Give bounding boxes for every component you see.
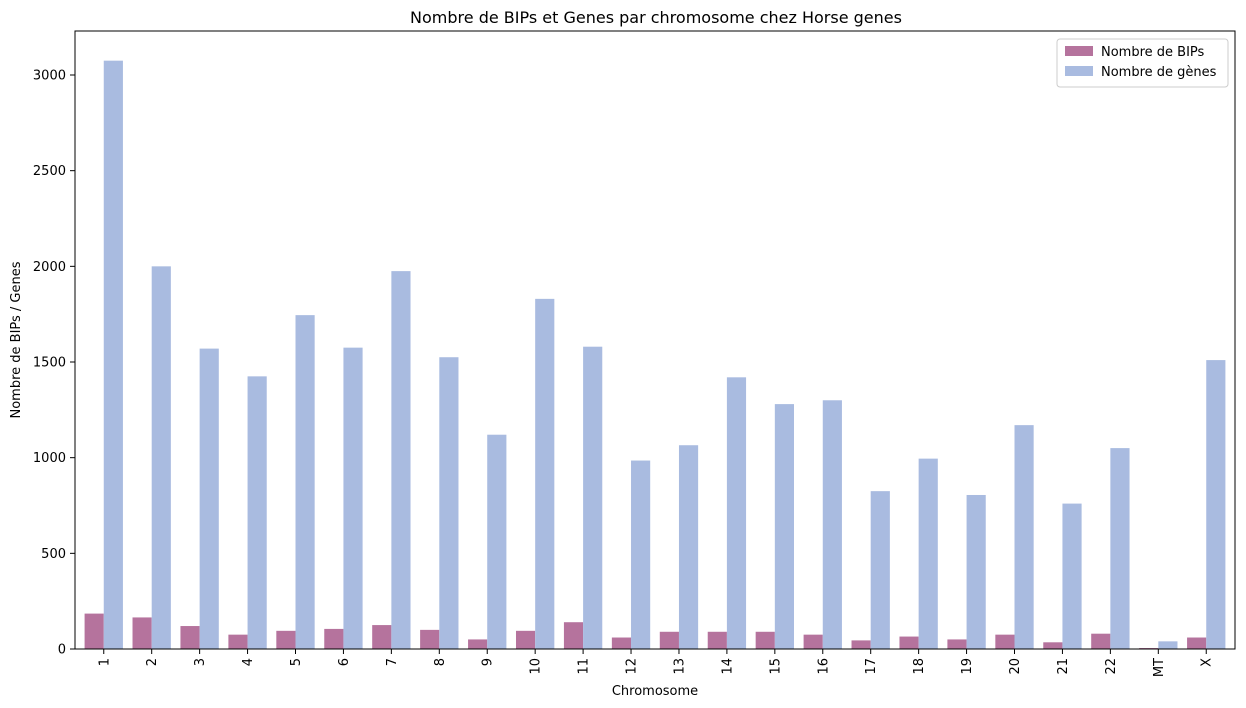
bar-genes-X bbox=[1206, 360, 1226, 649]
bar-genes-8 bbox=[439, 357, 459, 649]
plot-frame bbox=[74, 30, 1236, 650]
bar-bips-11 bbox=[563, 622, 584, 649]
bar-bips-16 bbox=[803, 634, 823, 649]
bar-genes-19 bbox=[966, 494, 986, 649]
x-tick-label: 11 bbox=[577, 658, 592, 675]
x-tick-label: 14 bbox=[720, 658, 735, 675]
legend-swatch bbox=[1065, 66, 1093, 76]
x-tick-label: 8 bbox=[433, 658, 448, 666]
y-tick-label: 500 bbox=[41, 547, 66, 562]
legend-label: Nombre de BIPs bbox=[1101, 45, 1205, 60]
bar-bips-8 bbox=[420, 629, 440, 649]
bar-bips-21 bbox=[1043, 642, 1063, 649]
x-tick-label: MT bbox=[1152, 658, 1167, 677]
x-tick-label: 6 bbox=[337, 658, 352, 666]
bar-bips-4 bbox=[228, 634, 248, 649]
y-axis-label: Nombre de BIPs / Genes bbox=[9, 261, 24, 418]
bar-genes-17 bbox=[870, 491, 890, 649]
bar-bips-6 bbox=[324, 628, 344, 649]
bar-bips-9 bbox=[468, 639, 488, 649]
bar-bips-20 bbox=[995, 634, 1015, 649]
bar-genes-10 bbox=[535, 298, 555, 649]
bar-genes-13 bbox=[678, 445, 699, 649]
x-tick-label: 15 bbox=[768, 658, 783, 675]
bar-genes-2 bbox=[151, 266, 171, 649]
bar-bips-X bbox=[1187, 637, 1207, 649]
bar-genes-18 bbox=[918, 458, 938, 649]
bar-bips-3 bbox=[180, 626, 200, 649]
x-tick-label: 20 bbox=[1008, 658, 1023, 675]
x-tick-label: 5 bbox=[289, 658, 304, 666]
bar-genes-MT bbox=[1158, 641, 1178, 649]
bar-bips-2 bbox=[132, 617, 152, 649]
x-tick-label: 21 bbox=[1056, 658, 1071, 675]
x-tick-label: 19 bbox=[960, 658, 975, 675]
y-tick-label: 1000 bbox=[33, 451, 66, 466]
bar-genes-3 bbox=[199, 348, 219, 649]
x-tick-label: 13 bbox=[672, 658, 687, 675]
y-tick-label: 0 bbox=[58, 643, 66, 658]
bar-bips-17 bbox=[851, 640, 871, 649]
bar-bips-14 bbox=[707, 631, 727, 649]
x-tick-label: 7 bbox=[385, 658, 400, 666]
bar-bips-15 bbox=[755, 631, 775, 649]
bar-genes-9 bbox=[487, 434, 507, 649]
bar-genes-11 bbox=[583, 346, 603, 649]
x-tick-label: 9 bbox=[481, 658, 496, 666]
legend: Nombre de BIPs Nombre de gènes bbox=[1056, 38, 1229, 88]
x-tick-label: 3 bbox=[193, 658, 208, 666]
y-tick-label: 3000 bbox=[33, 69, 66, 84]
x-tick-label: 18 bbox=[912, 658, 927, 675]
legend-swatch bbox=[1065, 46, 1093, 56]
bar-bips-10 bbox=[515, 630, 536, 649]
bar-bips-18 bbox=[899, 636, 919, 649]
legend-label: Nombre de gènes bbox=[1101, 65, 1217, 80]
bar-genes-7 bbox=[391, 271, 411, 649]
bar-genes-5 bbox=[295, 315, 315, 649]
x-axis-label: Chromosome bbox=[612, 684, 698, 699]
legend-box bbox=[1056, 38, 1229, 88]
x-tick-label: 2 bbox=[145, 658, 160, 666]
bar-bips-12 bbox=[611, 637, 632, 649]
bar-genes-12 bbox=[631, 460, 651, 649]
bar-genes-22 bbox=[1110, 448, 1130, 649]
bar-bips-7 bbox=[372, 625, 392, 649]
x-tick-label: X bbox=[1200, 658, 1215, 667]
x-tick-label: 22 bbox=[1104, 658, 1119, 675]
bar-bips-19 bbox=[947, 639, 967, 649]
bar-genes-15 bbox=[774, 404, 794, 649]
bar-genes-4 bbox=[247, 376, 267, 649]
x-tick-label: 1 bbox=[97, 658, 112, 666]
bar-genes-16 bbox=[822, 400, 842, 649]
x-tick-label: 16 bbox=[816, 658, 831, 675]
bar-genes-1 bbox=[103, 60, 123, 650]
bar-genes-20 bbox=[1014, 425, 1034, 649]
bar-bips-1 bbox=[84, 613, 104, 649]
bar-genes-6 bbox=[343, 347, 363, 649]
bar-bips-13 bbox=[659, 631, 679, 649]
bar-genes-14 bbox=[726, 377, 747, 649]
x-tick-label: 12 bbox=[625, 658, 640, 675]
bar-bips-5 bbox=[276, 630, 296, 649]
bar-bips-22 bbox=[1091, 633, 1111, 649]
x-tick-label: 4 bbox=[241, 658, 256, 666]
chart-title: Nombre de BIPs et Genes par chromosome c… bbox=[410, 8, 902, 27]
x-tick-label: 17 bbox=[864, 658, 879, 675]
y-tick-label: 2000 bbox=[33, 260, 66, 275]
x-tick-label: 10 bbox=[529, 658, 544, 675]
bar-genes-21 bbox=[1062, 503, 1082, 649]
y-tick-label: 1500 bbox=[33, 356, 66, 371]
y-tick-label: 2500 bbox=[33, 164, 66, 179]
